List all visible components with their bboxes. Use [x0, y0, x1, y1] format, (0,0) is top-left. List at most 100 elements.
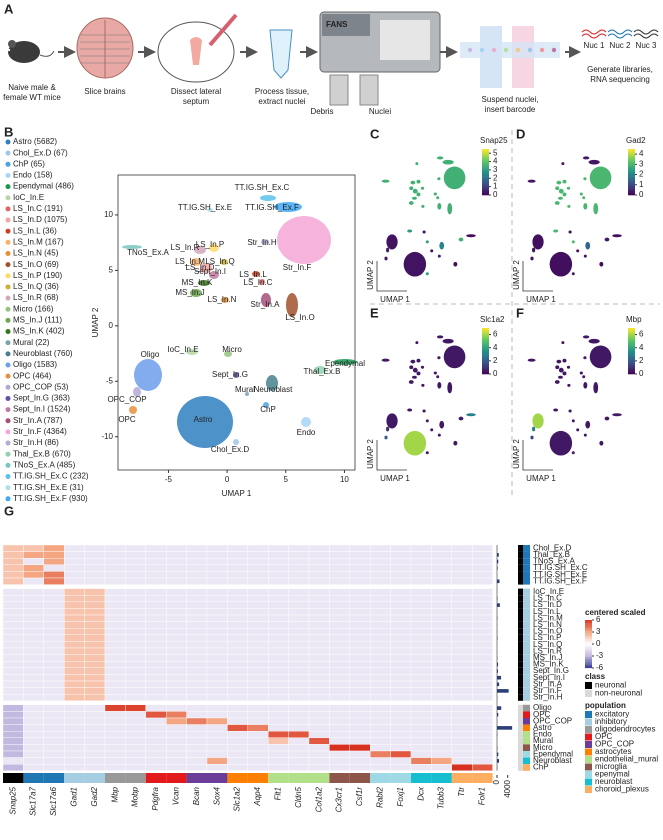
heatmap-cell: [104, 667, 126, 675]
heatmap-cell: [308, 744, 330, 752]
gene-group: [370, 773, 391, 783]
heatmap-cell: [145, 628, 167, 636]
heatmap-cell: [206, 764, 228, 772]
scale-step: [585, 637, 592, 640]
heatmap-cell: [23, 661, 44, 669]
cluster-label: LS_In.O: [285, 313, 314, 322]
colorbar-tick-label: 3: [639, 159, 644, 168]
scale-step: [585, 648, 592, 651]
row-label: LS_In.Q: [533, 640, 562, 649]
feature-cluster: [558, 188, 564, 194]
class-title: class: [585, 672, 606, 681]
heatmap-cell: [63, 757, 85, 765]
heatmap-cell: [472, 667, 493, 675]
row-label: Sept_In.I: [533, 673, 565, 682]
heatmap-cell: [186, 724, 208, 732]
heatmap-cell: [472, 661, 493, 669]
heatmap-cell: [145, 704, 167, 712]
colorbar-step: [482, 185, 489, 189]
legend-dot: [5, 150, 11, 156]
heatmap-cell: [410, 634, 432, 642]
heatmap-cell: [349, 731, 371, 739]
heatmap-cell: [288, 694, 310, 702]
class-cell: [518, 621, 523, 629]
x-tick-label: 0: [225, 475, 230, 484]
heatmap-cell: [43, 647, 65, 655]
colorbar-step: [482, 367, 489, 370]
colorbar-tick-label: 5: [493, 148, 498, 157]
heatmap-cell: [125, 558, 147, 566]
feature-cluster: [403, 251, 427, 277]
gene-label: Snap25: [8, 786, 17, 814]
heatmap-cell: [410, 551, 432, 559]
heatmap-cell: [390, 737, 412, 745]
step-label: RNA sequencing: [590, 75, 650, 84]
scale-step: [585, 663, 592, 665]
heatmap-cell: [390, 694, 412, 702]
class-cell: [518, 674, 523, 681]
heatmap-cell: [268, 750, 289, 758]
heatmap-cell: [145, 750, 167, 758]
heatmap-cell: [186, 661, 208, 669]
heatmap-cell: [370, 564, 391, 572]
legend-dot: [5, 295, 11, 301]
feature-cluster: [437, 433, 441, 437]
colorbar-step: [628, 344, 635, 347]
heatmap-cell: [410, 724, 432, 732]
heatmap-cell: [472, 544, 493, 552]
heatmap-cell: [308, 750, 330, 758]
cluster: [133, 387, 141, 397]
heatmap-cell: [145, 711, 167, 719]
cluster: [207, 208, 213, 212]
heatmap-cell: [125, 724, 147, 732]
heatmap-cell: [23, 577, 44, 585]
heatmap-cell: [63, 674, 85, 682]
gene-group: [64, 773, 85, 783]
feature-cluster: [437, 254, 441, 258]
heatmap-cell: [165, 757, 187, 765]
cluster-label: TNoS_Ex.A: [127, 248, 169, 257]
heatmap-cell: [410, 608, 432, 616]
feature-cluster: [593, 382, 599, 394]
count-bar: [497, 759, 500, 763]
heatmap-cell: [84, 551, 106, 559]
row-label: LS_In.M: [533, 613, 563, 622]
axis-arrow: [376, 440, 407, 471]
row-label: OPC: [533, 710, 551, 719]
cluster: [263, 402, 269, 408]
cluster-label: TT.IG.SH_Ex.C: [235, 183, 290, 192]
population-cell: [523, 595, 530, 602]
feature-cluster: [553, 408, 559, 412]
feature-cluster: [415, 162, 419, 166]
feature-cluster: [436, 156, 444, 160]
heatmap-cell: [329, 704, 350, 712]
bar-tick-label: 0: [492, 779, 501, 784]
feature-cluster: [439, 241, 445, 250]
feature-cluster: [585, 420, 591, 429]
heatmap-cell: [451, 724, 473, 732]
legend-label: TT.IG.SH_Ex.C (232): [13, 472, 89, 481]
heatmap-cell: [329, 621, 350, 629]
heatmap-cell: [104, 628, 126, 636]
heatmap-cell: [410, 731, 432, 739]
heatmap-cell: [247, 757, 269, 765]
population-cell: [523, 751, 530, 758]
cluster: [191, 258, 201, 266]
colorbar-step: [628, 165, 635, 168]
legend-dot: [5, 306, 11, 312]
count-bar: [497, 553, 499, 557]
heatmap-cell: [288, 601, 310, 609]
heatmap-cell: [288, 551, 310, 559]
heatmap-cell: [349, 628, 371, 636]
count-bar: [497, 579, 500, 584]
feature-cluster: [568, 409, 572, 413]
legend-label: TT.IG.SH_Ex.E (31): [13, 483, 84, 492]
heatmap-cell: [349, 601, 371, 609]
gene-title: Slc1a2: [480, 315, 505, 324]
class-name: non-neuronal: [595, 689, 642, 698]
heatmap-cell: [268, 654, 289, 662]
feature-cluster: [416, 358, 421, 363]
scale-tick-label: 0: [596, 639, 601, 648]
heatmap-cell: [268, 634, 289, 642]
feature-cluster: [425, 272, 429, 276]
